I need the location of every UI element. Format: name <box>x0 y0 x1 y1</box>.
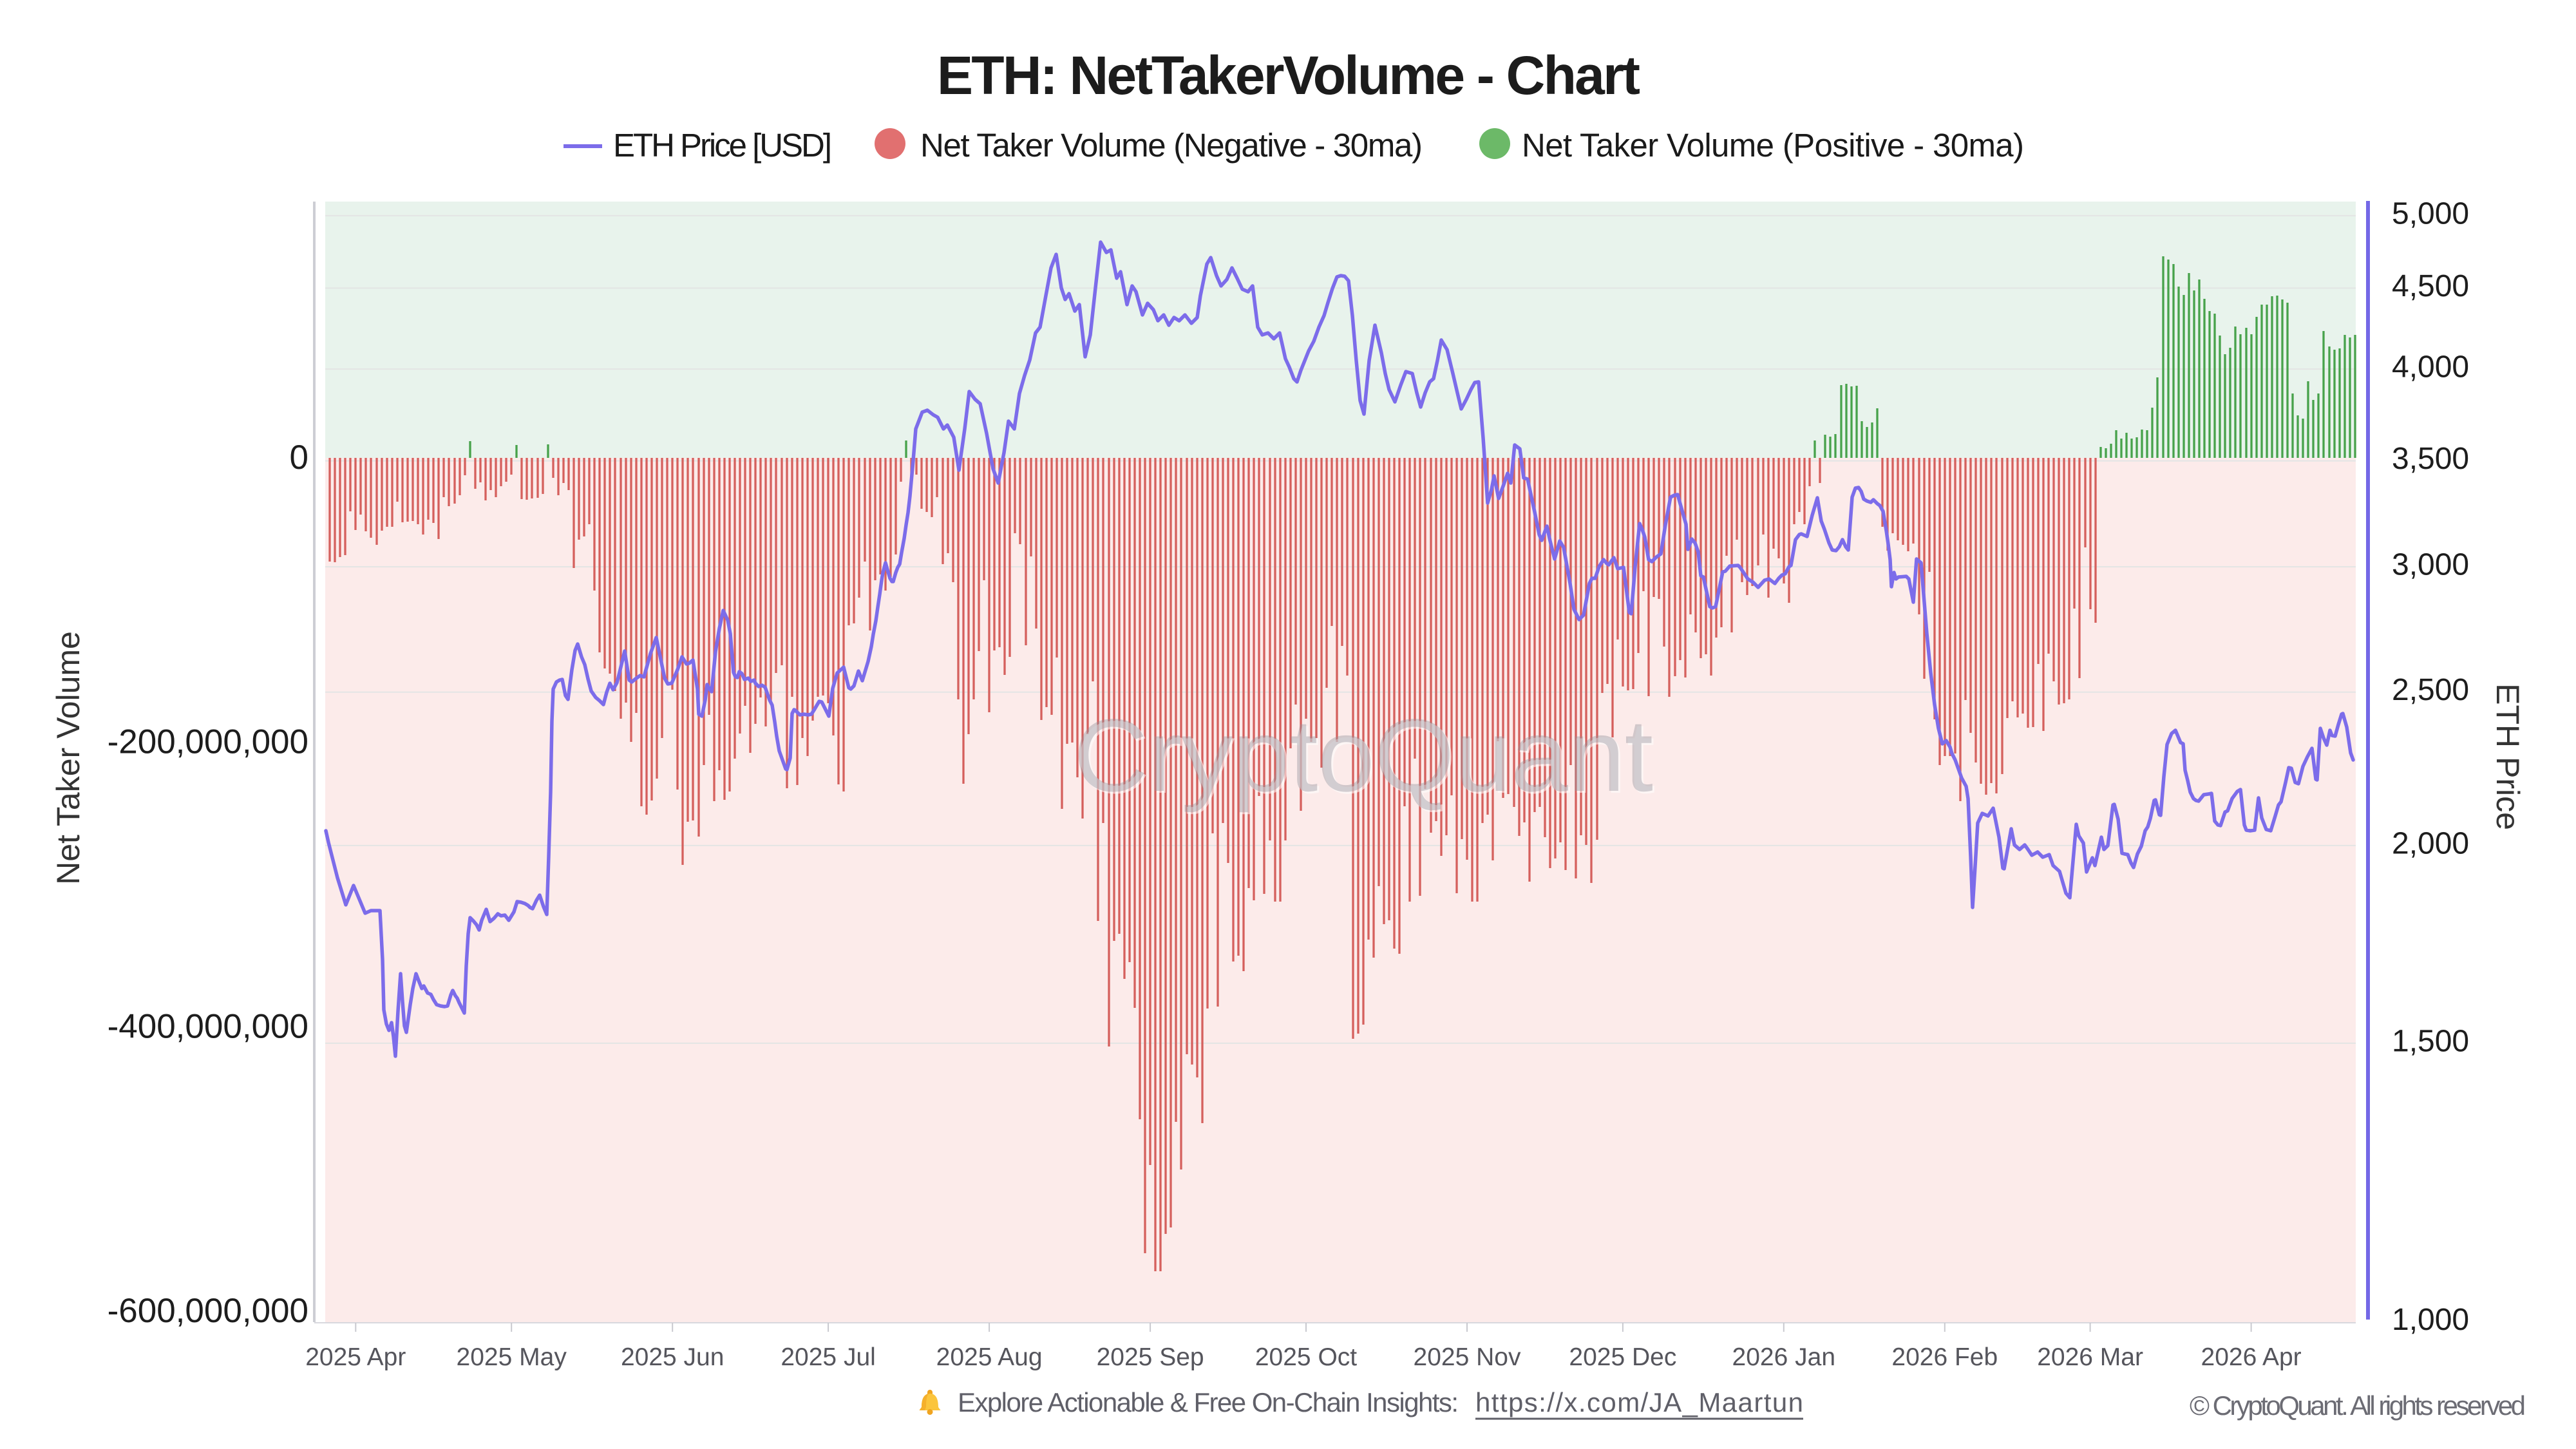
svg-text:Net Taker Volume: Net Taker Volume <box>50 631 86 885</box>
svg-text:1,000: 1,000 <box>2392 1303 2469 1337</box>
svg-text:2025 May: 2025 May <box>457 1343 567 1371</box>
svg-text:Net Taker Volume (Negative - 3: Net Taker Volume (Negative - 30ma) <box>920 127 1423 164</box>
svg-text:CryptoQuant: CryptoQuant <box>1074 697 1653 813</box>
svg-text:2,000: 2,000 <box>2392 826 2469 860</box>
svg-text:1,500: 1,500 <box>2392 1024 2469 1058</box>
svg-text:ETH Price: ETH Price <box>2490 683 2526 830</box>
svg-text:-200,000,000: -200,000,000 <box>108 723 308 761</box>
svg-text:CryptoQuant: CryptoQuant <box>1075 699 1655 815</box>
svg-text:4,000: 4,000 <box>2392 350 2469 384</box>
svg-text:2025 Sep: 2025 Sep <box>1097 1343 1204 1371</box>
svg-text:2026 Mar: 2026 Mar <box>2037 1343 2143 1371</box>
svg-text:Explore Actionable & Free On-C: Explore Actionable & Free On-Chain Insig… <box>958 1387 1459 1417</box>
svg-text:2025 Aug: 2025 Aug <box>936 1343 1043 1371</box>
svg-text:ETH Price [USD]: ETH Price [USD] <box>613 127 832 164</box>
svg-text:2025 Jul: 2025 Jul <box>781 1343 875 1371</box>
svg-text:2025 Apr: 2025 Apr <box>305 1343 406 1371</box>
svg-text:2026 Feb: 2026 Feb <box>1891 1343 1998 1371</box>
svg-text:2025 Oct: 2025 Oct <box>1255 1343 1357 1371</box>
svg-text:2026 Jan: 2026 Jan <box>1732 1343 1835 1371</box>
svg-text:-400,000,000: -400,000,000 <box>108 1007 308 1045</box>
svg-text:3,000: 3,000 <box>2392 548 2469 582</box>
svg-text:2025 Nov: 2025 Nov <box>1414 1343 1521 1371</box>
svg-text:3,500: 3,500 <box>2392 442 2469 476</box>
svg-text:4,500: 4,500 <box>2392 269 2469 303</box>
svg-text:2025 Dec: 2025 Dec <box>1569 1343 1676 1371</box>
svg-text:-600,000,000: -600,000,000 <box>108 1292 308 1330</box>
svg-text:2026 Apr: 2026 Apr <box>2201 1343 2302 1371</box>
svg-text:2025 Jun: 2025 Jun <box>621 1343 724 1371</box>
svg-text:0: 0 <box>290 439 308 477</box>
svg-text:© CryptoQuant. All rights rese: © CryptoQuant. All rights reserved <box>2190 1390 2526 1421</box>
svg-text:https://x.com/JA_Maartun: https://x.com/JA_Maartun <box>1475 1387 1803 1417</box>
svg-text:5,000: 5,000 <box>2392 196 2469 231</box>
svg-text:ETH: NetTakerVolume - Chart: ETH: NetTakerVolume - Chart <box>937 45 1640 106</box>
svg-text:2,500: 2,500 <box>2392 673 2469 707</box>
svg-text:Net Taker Volume (Positive - 3: Net Taker Volume (Positive - 30ma) <box>1522 127 2024 164</box>
